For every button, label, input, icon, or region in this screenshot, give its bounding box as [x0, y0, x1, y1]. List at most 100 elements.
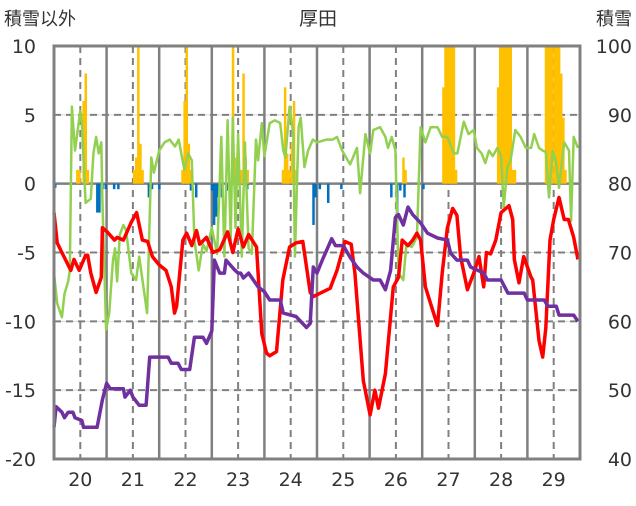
negative-bar [422, 183, 425, 190]
negative-bar [340, 183, 343, 190]
negative-bar [326, 183, 330, 203]
negative-bar [194, 183, 198, 198]
y-tick-right: 50 [608, 380, 632, 402]
plot-frame [52, 44, 582, 461]
negative-bar [403, 183, 406, 198]
x-tick: 25 [331, 469, 355, 491]
precip-bar [402, 157, 405, 184]
precip-bar [231, 46, 235, 184]
x-tick: 24 [279, 469, 303, 491]
y-tick-right: 90 [608, 105, 632, 127]
right-axis-title: 積雪 [596, 9, 632, 30]
x-tick: 28 [489, 469, 513, 491]
precip-bar [496, 87, 500, 184]
negative-bar [314, 183, 317, 198]
precip-bar [139, 143, 142, 184]
y-tick-left: -10 [5, 311, 36, 333]
x-tick: 23 [226, 469, 250, 491]
precip-bar [181, 169, 184, 184]
precip-bar [560, 73, 563, 184]
y-tick-right: 70 [608, 243, 632, 265]
precip-bar [442, 87, 445, 184]
precip-bar [513, 169, 517, 184]
precip-bar [141, 169, 144, 184]
precip-bar [281, 169, 285, 184]
precip-bar [187, 143, 191, 184]
negative-bar [112, 183, 116, 190]
precip-bar [505, 46, 508, 184]
negative-bar [150, 183, 154, 190]
negative-bar [147, 183, 151, 198]
left-axis-title: 積雪以外 [4, 9, 76, 30]
precip-bar [548, 46, 552, 184]
precip-bar [555, 46, 559, 184]
negative-bar [158, 183, 161, 190]
x-tick: 26 [384, 469, 408, 491]
precip-bar [444, 46, 447, 184]
y-tick-left: -20 [5, 449, 36, 471]
y-tick-right: 80 [608, 174, 632, 196]
negative-bar [318, 183, 322, 190]
precip-bar [240, 169, 243, 184]
precip-bar [137, 46, 140, 184]
precip-bar [544, 46, 548, 184]
precip-bar [132, 169, 136, 184]
precip-bar [501, 46, 504, 184]
y-tick-right: 100 [596, 36, 632, 58]
y-tick-right: 40 [608, 449, 632, 471]
series-snow-line [52, 205, 580, 430]
negative-bar [189, 183, 193, 191]
precip-bar [446, 46, 449, 184]
precip-bar [557, 46, 561, 184]
precip-bar [546, 46, 550, 184]
precip-bar [84, 73, 88, 184]
precip-bar [285, 153, 289, 184]
bars [54, 46, 567, 228]
x-tick: 27 [436, 469, 460, 491]
negative-bar [399, 183, 402, 191]
precip-bar [135, 157, 138, 184]
y-tick-right: 60 [608, 311, 632, 333]
precip-bar [185, 46, 188, 184]
precip-bar [553, 46, 557, 184]
precip-bar [509, 46, 513, 184]
precip-bar [283, 87, 287, 184]
negative-bar [210, 183, 214, 191]
y-tick-left: -15 [5, 380, 36, 402]
precip-bar [454, 169, 458, 184]
precip-bar [450, 46, 454, 184]
precip-bar [183, 101, 186, 184]
negative-bar [98, 183, 101, 213]
precip-bar [452, 46, 456, 184]
precip-bar [242, 73, 245, 184]
x-tick: 29 [542, 469, 566, 491]
tick-labels: 10 100 5 90 0 80 -5 70 -10 60 -15 50 -20 40 20 21 22 23 24… [5, 36, 632, 491]
negative-bar [390, 183, 393, 198]
negative-bar [214, 183, 218, 217]
precip-bar [288, 169, 291, 184]
series-green-line [52, 105, 580, 331]
series-temp-line [52, 195, 580, 417]
precip-bar [246, 169, 250, 184]
y-tick-left: 0 [24, 174, 36, 196]
precip-bar [507, 46, 510, 184]
precip-bar [448, 46, 451, 184]
negative-bar [117, 183, 120, 190]
precip-bar [86, 169, 90, 184]
precip-bar [564, 169, 567, 184]
y-tick-left: 5 [24, 105, 36, 127]
x-tick: 21 [121, 469, 145, 491]
precip-bar [76, 169, 79, 184]
precip-bar [551, 46, 554, 184]
negative-bar [212, 183, 216, 225]
x-tick: 22 [173, 469, 197, 491]
negative-bar [104, 183, 107, 190]
y-tick-left: 10 [12, 36, 36, 58]
precip-bar [503, 46, 506, 184]
y-tick-left: -5 [17, 243, 36, 265]
precip-bar [189, 169, 193, 184]
precip-bar [290, 142, 294, 184]
negative-bar [96, 183, 99, 213]
chart-title: 厚田 [299, 8, 337, 30]
precip-bar [404, 169, 407, 184]
